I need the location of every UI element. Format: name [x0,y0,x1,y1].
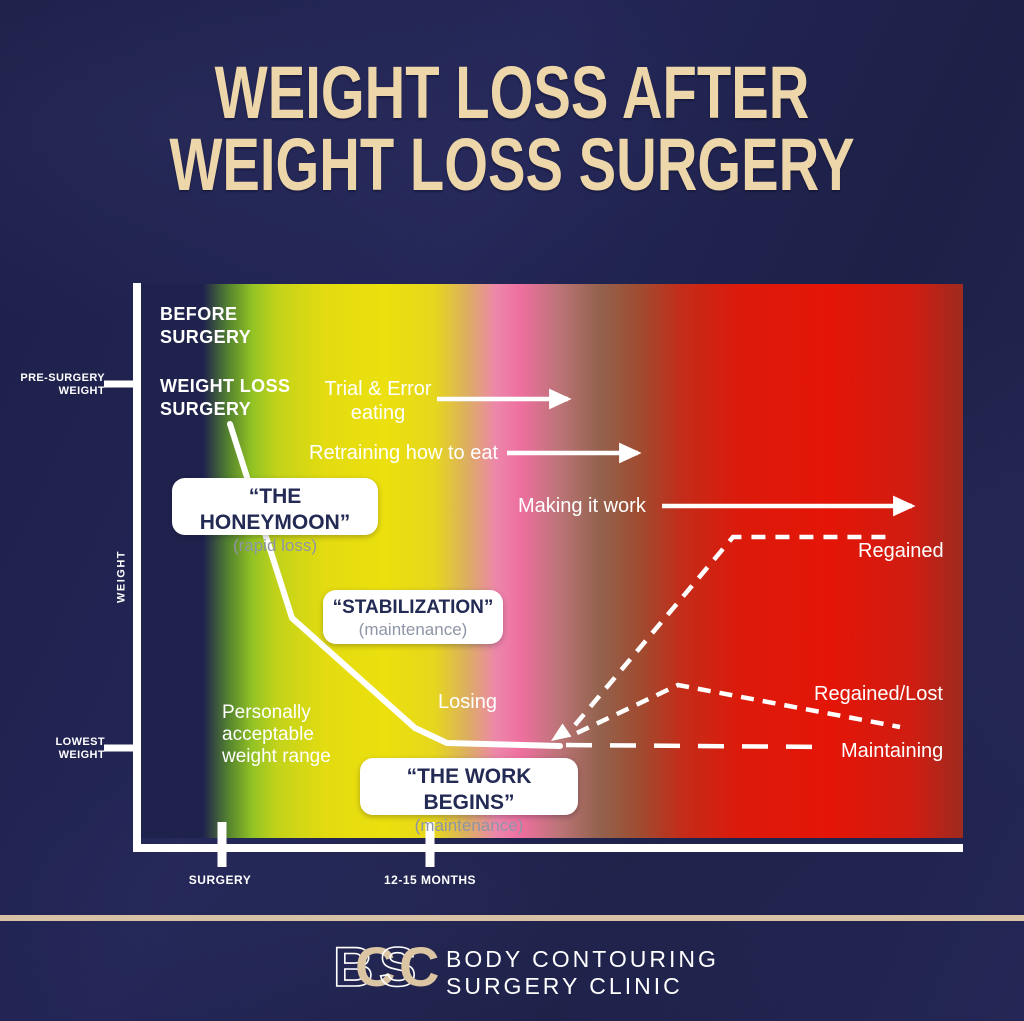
phase-honeymoon-subtitle: (rapid loss) [232,536,318,555]
phase-work-begins-subtitle: (maintenance) [414,816,524,835]
y-tick-label-lowest-weight: LOWEST WEIGHT [55,736,105,761]
clinic-name: BODY CONTOURING SURGERY CLINIC [446,946,719,999]
x-tick-label-12-15-months: 12-15 MONTHS [383,873,477,887]
trial-and-error-eating-label: Trial & Error eating [324,378,432,424]
y-axis-title: WEIGHT [115,550,128,603]
retraining-how-to-eat-label: Retraining how to eat [309,442,499,464]
logo-letter-b: B [333,936,373,998]
page-title-line-2: WEIGHT LOSS SURGERY [169,123,855,206]
page-title-line-1: WEIGHT LOSS AFTER [214,51,810,134]
acceptable-weight-range-label: Personally acceptable weight range [222,702,331,767]
converge-arrowhead [551,723,572,741]
losing-label: Losing [438,691,497,713]
phase-work-begins-title: “THE WORK BEGINS” [406,765,532,814]
regained-lost-dashed-line [576,682,901,736]
regained-dashed-line [573,534,893,727]
phase-honeymoon-title: “THE HONEYMOON” [199,485,351,534]
weight-loss-surgery-label: WEIGHT LOSS SURGERY [160,376,291,419]
phase-stabilization-title: “STABILIZATION” [332,597,494,618]
regained-label: Regained [858,540,944,562]
making-it-work-label: Making it work [518,495,646,517]
logo-letter-c2: C [399,936,438,998]
maintaining-label: Maintaining [841,740,944,762]
phase-stabilization-subtitle: (maintenance) [358,620,468,639]
footer-divider-line [0,915,1024,921]
phase-box-work-begins: “THE WORK BEGINS” (maintenance) [360,758,578,835]
phase-box-honeymoon: “THE HONEYMOON” (rapid loss) [172,478,378,555]
maintaining-dashed-line [565,742,829,750]
main-weight-curve [227,421,563,749]
phase-box-stabilization: “STABILIZATION” (maintenance) [323,590,503,644]
regained-lost-label: Regained/Lost [814,683,943,705]
logo-letter-c1: C [355,936,395,998]
before-surgery-label: BEFORE SURGERY [160,304,252,347]
logo-letter-s: S [379,936,416,998]
x-tick-label-surgery: SURGERY [188,873,252,887]
y-tick-label-pre-surgery-weight: PRE-SURGERY WEIGHT [20,372,105,397]
bcsc-logo-icon: B C S C [333,936,438,998]
